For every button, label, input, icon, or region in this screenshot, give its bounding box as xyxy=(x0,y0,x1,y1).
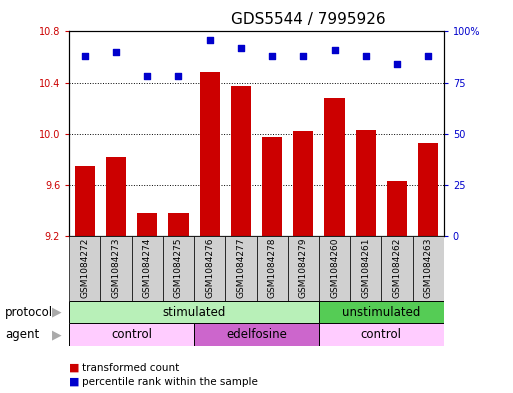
Text: GSM1084274: GSM1084274 xyxy=(143,238,152,298)
Text: GSM1084260: GSM1084260 xyxy=(330,238,339,298)
Text: percentile rank within the sample: percentile rank within the sample xyxy=(82,376,258,387)
Text: GSM1084275: GSM1084275 xyxy=(174,238,183,298)
Bar xyxy=(256,236,288,301)
Bar xyxy=(69,323,194,346)
Text: control: control xyxy=(111,328,152,342)
Bar xyxy=(319,301,444,323)
Text: control: control xyxy=(361,328,402,342)
Text: GSM1084261: GSM1084261 xyxy=(361,238,370,298)
Text: GSM1084273: GSM1084273 xyxy=(111,238,121,298)
Bar xyxy=(69,236,101,301)
Bar xyxy=(356,130,376,236)
Text: GSM1084276: GSM1084276 xyxy=(205,238,214,298)
Point xyxy=(330,47,339,53)
Point xyxy=(112,49,120,55)
Point xyxy=(143,73,151,79)
Text: GDS5544 / 7995926: GDS5544 / 7995926 xyxy=(231,12,385,27)
Text: edelfosine: edelfosine xyxy=(226,328,287,342)
Bar xyxy=(293,131,313,236)
Bar xyxy=(194,323,319,346)
Bar xyxy=(132,236,163,301)
Text: ■: ■ xyxy=(69,376,83,387)
Bar xyxy=(231,86,251,236)
Bar xyxy=(412,236,444,301)
Text: transformed count: transformed count xyxy=(82,363,180,373)
Point xyxy=(393,61,401,67)
Point xyxy=(81,53,89,59)
Bar xyxy=(75,165,95,236)
Text: GSM1084278: GSM1084278 xyxy=(268,238,277,298)
Bar xyxy=(262,138,282,236)
Bar xyxy=(101,236,132,301)
Point xyxy=(237,45,245,51)
Text: ▶: ▶ xyxy=(52,328,61,342)
Text: ▶: ▶ xyxy=(52,305,61,319)
Point xyxy=(424,53,432,59)
Text: ■: ■ xyxy=(69,363,83,373)
Bar xyxy=(106,157,126,236)
Bar xyxy=(319,323,444,346)
Bar xyxy=(200,72,220,236)
Text: unstimulated: unstimulated xyxy=(342,305,421,319)
Bar xyxy=(69,301,319,323)
Bar xyxy=(288,236,319,301)
Bar xyxy=(137,213,157,236)
Bar xyxy=(381,236,412,301)
Text: GSM1084262: GSM1084262 xyxy=(392,238,402,298)
Point xyxy=(174,73,183,79)
Text: protocol: protocol xyxy=(5,305,53,319)
Bar xyxy=(168,213,189,236)
Bar xyxy=(350,236,381,301)
Text: stimulated: stimulated xyxy=(163,305,226,319)
Text: agent: agent xyxy=(5,328,40,342)
Bar xyxy=(387,181,407,236)
Text: GSM1084279: GSM1084279 xyxy=(299,238,308,298)
Text: GSM1084272: GSM1084272 xyxy=(81,238,89,298)
Bar xyxy=(225,236,256,301)
Text: GSM1084277: GSM1084277 xyxy=(236,238,245,298)
Bar xyxy=(319,236,350,301)
Bar xyxy=(324,98,345,236)
Point xyxy=(362,53,370,59)
Text: GSM1084263: GSM1084263 xyxy=(424,238,432,298)
Point xyxy=(299,53,307,59)
Point xyxy=(206,37,214,43)
Bar xyxy=(163,236,194,301)
Bar xyxy=(418,143,438,236)
Bar xyxy=(194,236,225,301)
Point xyxy=(268,53,276,59)
